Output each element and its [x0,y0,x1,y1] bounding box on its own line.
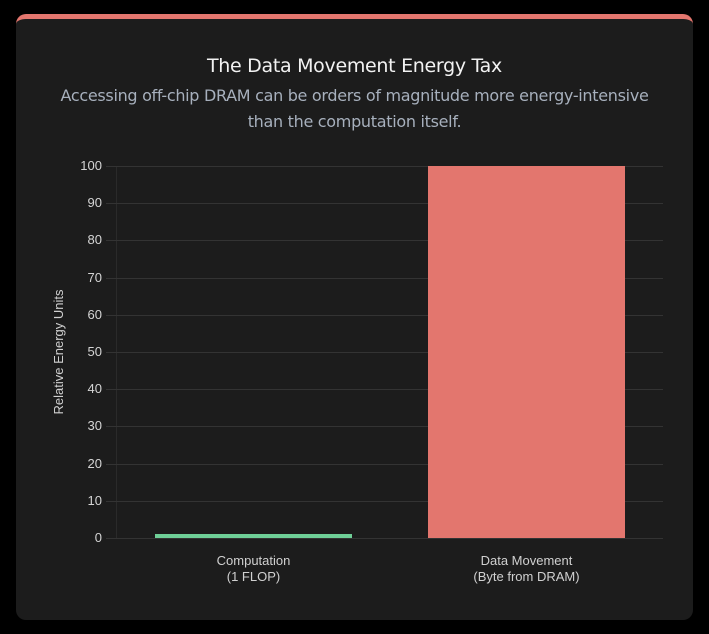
chart-subtitle: Accessing off-chip DRAM can be orders of… [60,86,649,131]
y-tick-label: 70 [87,269,102,285]
y-tick-label: 60 [87,306,102,322]
grid-line [106,538,663,539]
x-tick-label: Data Movement (Byte from DRAM) [427,553,627,585]
grid-line [106,352,663,353]
y-tick-label: 40 [87,381,102,397]
y-tick-label: 10 [87,492,102,508]
grid-line [106,203,663,205]
grid-line [106,463,663,465]
y-tick-label: 90 [87,195,102,211]
y-tick-label: 80 [87,232,102,248]
y-tick-label: 20 [87,455,102,471]
bar-chart: Relative Energy Units 0 10 20 30 40 50 60 70 80 9… [16,19,693,625]
x-tick-label-line: Data Movement [480,553,573,568]
x-tick-label-line: Computation [216,553,291,568]
x-tick-label-line: (1 FLOP) [226,569,281,584]
grid-line [106,277,663,279]
chart-title: The Data Movement Energy Tax [207,55,502,77]
y-tick-label: 100 [80,158,102,173]
x-tick-label: Computation (1 FLOP) [154,553,354,585]
grid-line [106,426,663,428]
y-tick-label: 50 [87,344,102,359]
chart-card: The Data Movement Energy Tax Accessing o… [16,14,693,620]
x-tick-label-line: (Byte from DRAM) [473,569,580,584]
y-tick-label: 30 [87,418,102,434]
y-tick-label: 0 [94,530,102,545]
bar-computation[interactable] [155,534,352,538]
grid-line [106,389,663,391]
grid-line [106,314,663,316]
grid-line [106,500,663,502]
grid-line [106,166,663,167]
grid-line [106,240,663,242]
bar-data-movement[interactable] [428,166,625,538]
